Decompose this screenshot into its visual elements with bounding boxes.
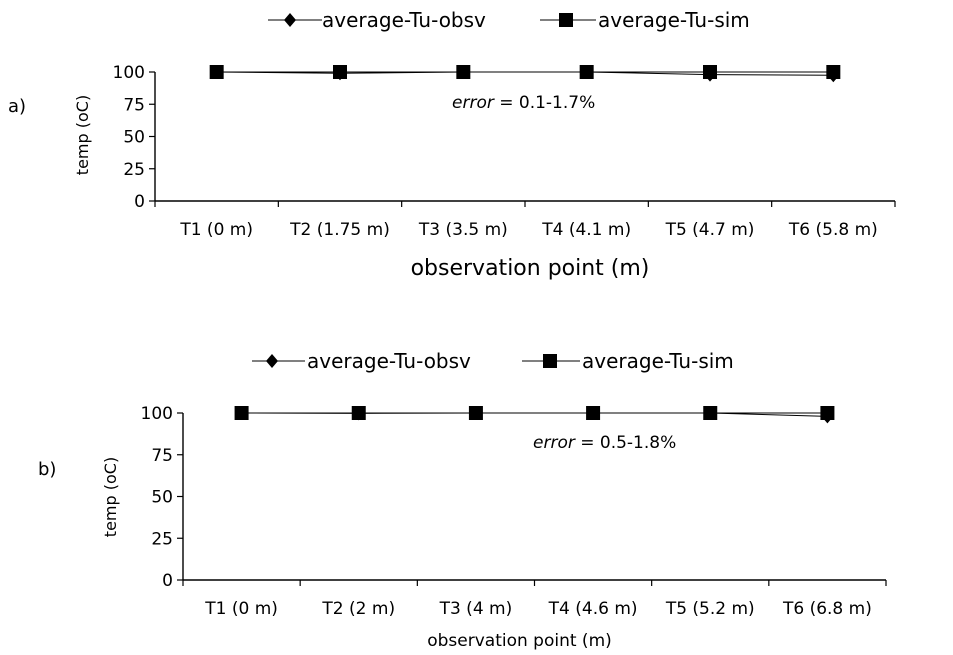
error-annotation: error = 0.1-1.7% bbox=[452, 93, 595, 113]
x-tick-label: T6 (5.8 m) bbox=[788, 220, 878, 240]
x-tick-label: T5 (5.2 m) bbox=[665, 599, 755, 619]
y-tick-label: 75 bbox=[123, 95, 145, 115]
legend-marker-square bbox=[559, 13, 573, 27]
y-axis-title: temp (oC) bbox=[101, 457, 120, 537]
data-point-square bbox=[826, 65, 841, 79]
chart-panel-a: a) average-Tu-obsv average-Tu-sim 0 25 50 75 10… bbox=[8, 8, 896, 281]
x-tick-label: T4 (4.1 m) bbox=[541, 220, 631, 240]
data-point-square bbox=[468, 406, 483, 420]
data-point-square bbox=[209, 65, 224, 79]
x-tick-label: T1 (0 m) bbox=[179, 220, 253, 240]
panel-label: a) bbox=[8, 96, 26, 117]
panel-label: b) bbox=[38, 459, 56, 480]
x-tick-label: T6 (6.8 m) bbox=[782, 599, 872, 619]
x-tick-label: T2 (1.75 m) bbox=[289, 220, 390, 240]
data-point-square bbox=[703, 65, 717, 79]
y-tick-label: 0 bbox=[134, 192, 145, 212]
legend-marker-diamond bbox=[284, 13, 296, 27]
y-tick-label: 25 bbox=[123, 160, 145, 180]
y-tick-label: 25 bbox=[151, 529, 173, 549]
y-tick-label: 50 bbox=[123, 128, 145, 148]
legend-marker-diamond bbox=[266, 354, 278, 368]
data-point-square bbox=[333, 65, 347, 79]
data-point-square bbox=[820, 406, 835, 420]
x-tick-label: T5 (4.7 m) bbox=[665, 220, 755, 240]
x-tick-label: T3 (3.5 m) bbox=[418, 220, 508, 240]
x-tick-label: T1 (0 m) bbox=[204, 599, 278, 619]
data-point-square bbox=[234, 406, 249, 420]
x-axis-title: observation point (m) bbox=[411, 256, 650, 281]
series-line-diamond bbox=[241, 412, 828, 417]
y-tick-label: 0 bbox=[162, 571, 173, 591]
data-point-square bbox=[579, 65, 594, 79]
x-tick-label: T4 (4.6 m) bbox=[548, 599, 638, 619]
data-point-square bbox=[456, 65, 471, 79]
legend-label: average-Tu-sim bbox=[582, 349, 734, 373]
y-tick-label: 75 bbox=[151, 446, 173, 466]
x-axis-title: observation point (m) bbox=[427, 631, 612, 651]
y-tick-label: 100 bbox=[113, 63, 145, 83]
y-axis-title: temp (oC) bbox=[73, 95, 92, 175]
chart-panel-b: b) average-Tu-obsv average-Tu-sim 0 25 50 75 10… bbox=[38, 349, 887, 651]
legend-label: average-Tu-sim bbox=[598, 8, 750, 32]
legend-label: average-Tu-obsv bbox=[322, 8, 486, 32]
data-point-square bbox=[703, 406, 718, 420]
legend-marker-square bbox=[543, 354, 557, 368]
y-tick-label: 50 bbox=[151, 488, 173, 508]
x-tick-label: T3 (4 m) bbox=[439, 599, 513, 619]
y-tick-label: 100 bbox=[141, 404, 173, 424]
x-tick-label: T2 (2 m) bbox=[321, 599, 395, 619]
data-point-square bbox=[586, 406, 601, 420]
data-point-square bbox=[351, 406, 366, 420]
legend-label: average-Tu-obsv bbox=[307, 349, 471, 373]
error-annotation: error = 0.5-1.8% bbox=[533, 433, 676, 453]
